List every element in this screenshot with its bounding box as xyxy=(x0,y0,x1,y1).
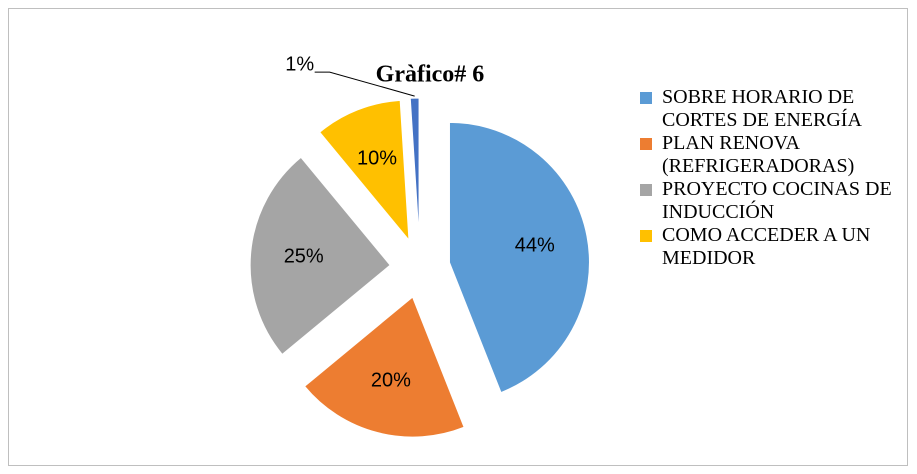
pie-slice xyxy=(319,99,410,242)
legend-label: PLAN RENOVA (REFRIGERADORAS) xyxy=(662,132,855,177)
data-label: 10% xyxy=(357,148,397,170)
pie-slice xyxy=(249,156,391,356)
data-label: 20% xyxy=(371,369,411,391)
pie-slice xyxy=(448,121,590,394)
legend-item: PROYECTO COCINAS DE INDUCCIÓN xyxy=(640,178,895,224)
data-label: 25% xyxy=(284,245,324,267)
legend-label: COMO ACCEDER A UN MEDIDOR xyxy=(662,224,871,269)
legend: SOBRE HORARIO DE CORTES DE ENERGÍA PLAN R… xyxy=(640,86,895,270)
legend-swatch xyxy=(640,138,652,150)
legend-swatch xyxy=(640,92,652,104)
legend-swatch xyxy=(640,184,652,196)
legend-item: PLAN RENOVA (REFRIGERADORAS) xyxy=(640,132,895,178)
legend-swatch xyxy=(640,230,652,242)
legend-item: COMO ACCEDER A UN MEDIDOR xyxy=(640,224,895,270)
chart-title: Gràfico# 6 xyxy=(376,62,485,88)
legend-label: PROYECTO COCINAS DE INDUCCIÓN xyxy=(662,178,892,223)
legend-label: SOBRE HORARIO DE CORTES DE ENERGÍA xyxy=(662,86,862,131)
data-label: 1% xyxy=(285,53,314,75)
data-label: 44% xyxy=(515,234,555,256)
legend-item: SOBRE HORARIO DE CORTES DE ENERGÍA xyxy=(640,86,895,132)
pie-slice xyxy=(409,97,420,239)
leader-line xyxy=(314,71,415,97)
pie-slice xyxy=(303,296,465,438)
